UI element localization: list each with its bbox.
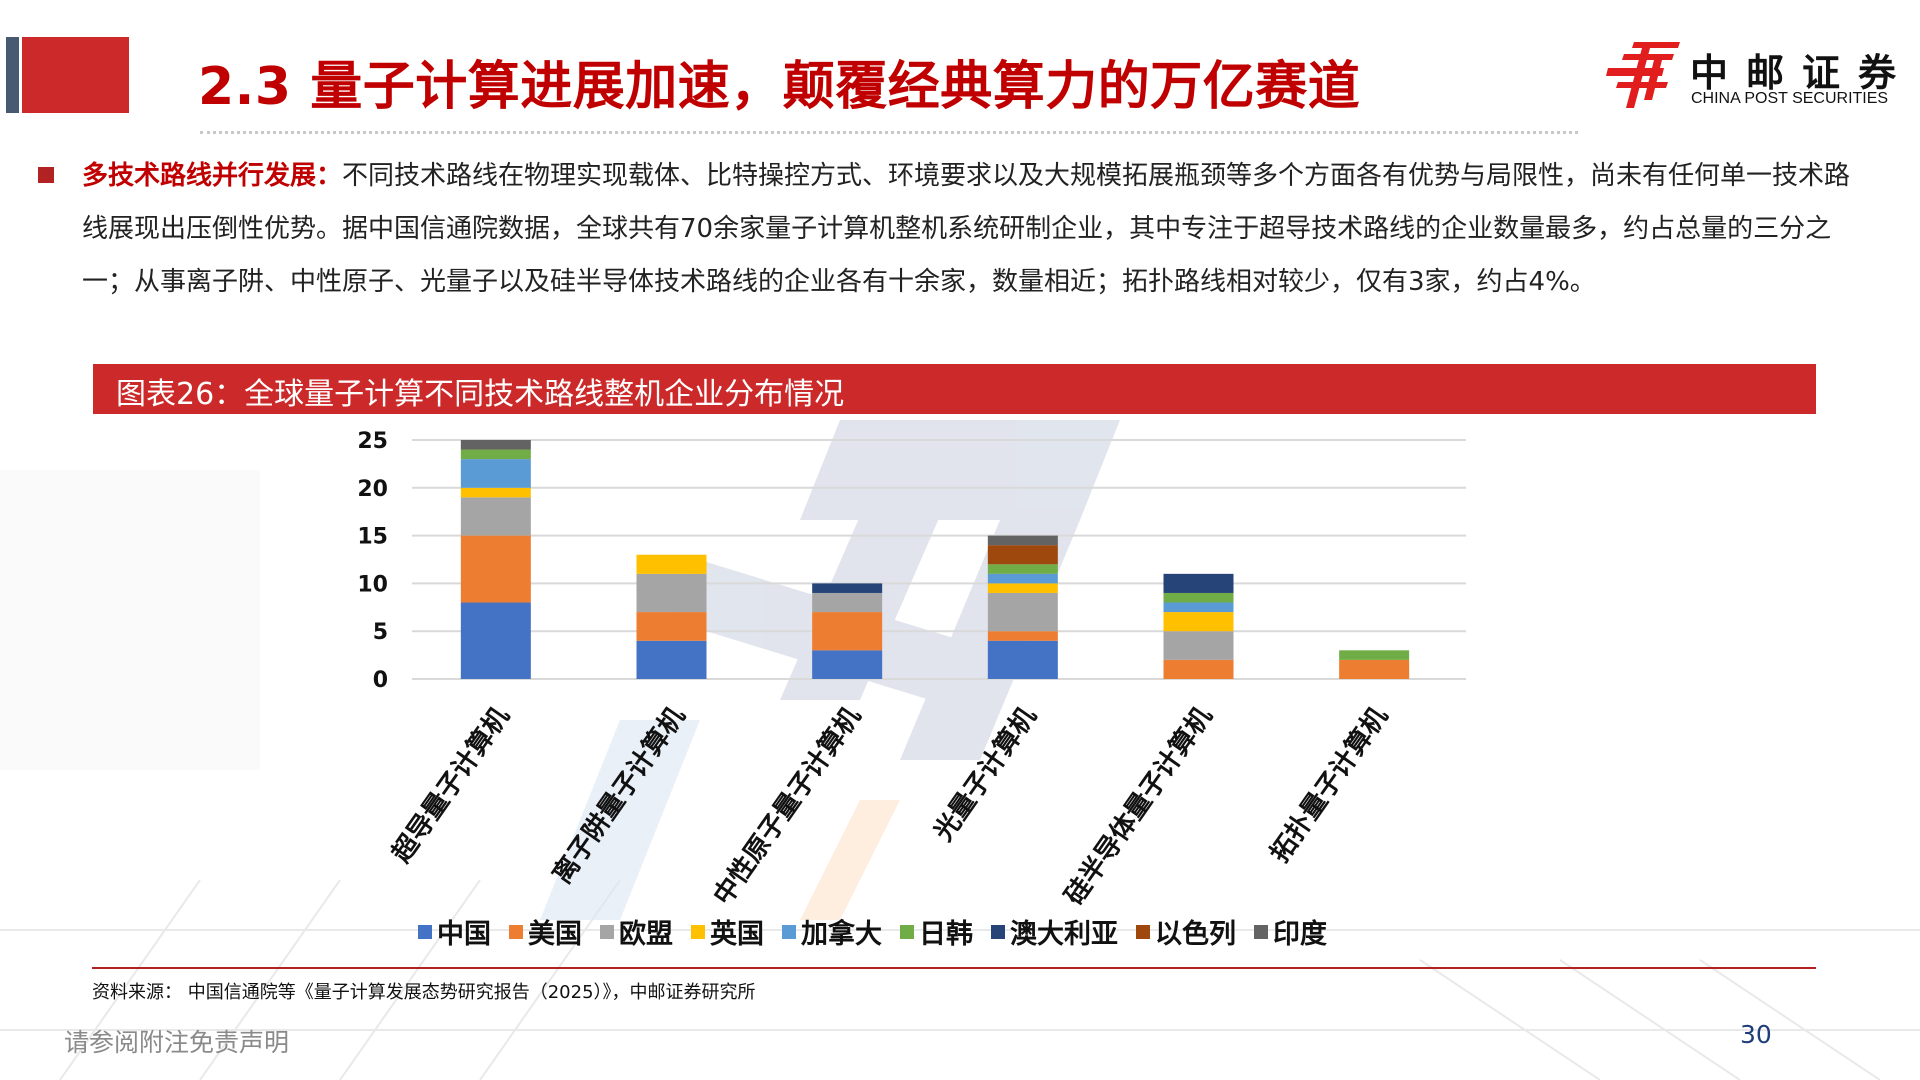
source-note: 资料来源： 中国信通院等《量子计算发展态势研究报告（2025）》，中邮证券研究所: [92, 982, 756, 1003]
logo-name-en: CHINA POST SECURITIES: [1691, 90, 1889, 107]
page-number: 30: [1740, 1020, 1772, 1049]
bar-segment: [460, 535, 531, 603]
bar-stack: [1339, 650, 1410, 679]
y-tick-label: 15: [357, 525, 388, 550]
bar-segment: [1163, 659, 1234, 679]
y-tick-label: 20: [357, 477, 388, 502]
china-post-logo-icon: [1606, 42, 1680, 108]
legend-item: 澳大利亚: [991, 912, 1118, 951]
bar-stack: [812, 583, 883, 679]
x-category-label: 拓扑量子计算机: [1264, 701, 1394, 868]
bar-segment: [1163, 592, 1234, 603]
header-accent-gray: [6, 37, 19, 113]
legend-label: 澳大利亚: [1010, 919, 1118, 950]
bar-segment: [987, 583, 1058, 593]
bar-segment: [460, 459, 531, 488]
legend-label: 英国: [710, 919, 764, 950]
legend-label: 以色列: [1155, 919, 1236, 950]
legend-label: 中国: [437, 919, 491, 950]
legend-swatch-icon: [991, 924, 1005, 939]
x-category-label: 中性原子量子计算机: [707, 701, 867, 910]
source-divider: [92, 967, 1816, 969]
bar-segment: [1339, 650, 1410, 660]
bullet-icon: [38, 167, 54, 183]
disclaimer-text: 请参阅附注免责声明: [64, 1028, 290, 1057]
bar-segment: [987, 640, 1058, 679]
bar-segment: [1163, 602, 1234, 613]
legend-swatch-icon: [1254, 924, 1268, 939]
header-accent-red: [22, 37, 129, 113]
legend-item: 以色列: [1136, 912, 1236, 951]
bar-segment: [1163, 612, 1234, 632]
figure-title: 图表26：全球量子计算不同技术路线整机企业分布情况: [116, 377, 845, 412]
legend-swatch-icon: [900, 924, 914, 939]
title-divider: [200, 131, 1578, 134]
legend-item: 印度: [1254, 912, 1327, 951]
legend-swatch-icon: [691, 924, 705, 939]
x-category-label: 光量子计算机: [927, 701, 1042, 847]
bar-segment: [636, 573, 707, 613]
legend-label: 日韩: [919, 919, 973, 950]
y-tick-label: 0: [373, 668, 388, 693]
bar-segment: [1163, 631, 1234, 660]
bar-segment: [812, 612, 883, 651]
y-tick-label: 25: [357, 429, 388, 454]
legend-swatch-icon: [509, 924, 523, 939]
legend-swatch-icon: [1136, 924, 1150, 939]
body-paragraph: 多技术路线并行发展：不同技术路线在物理实现载体、比特操控方式、环境要求以及大规模…: [82, 150, 1872, 309]
x-category-label: 硅半导体量子计算机: [1059, 701, 1219, 910]
legend-item: 欧盟: [600, 912, 673, 951]
bar-segment: [460, 487, 531, 498]
x-category-label: 离子阱量子计算机: [547, 701, 692, 889]
x-category-label: 超导量子计算机: [386, 701, 516, 868]
figure-title-bar: 图表26：全球量子计算不同技术路线整机企业分布情况: [93, 364, 1816, 414]
legend-swatch-icon: [600, 924, 614, 939]
bullet-lead: 多技术路线并行发展：: [82, 161, 343, 191]
bar-segment: [460, 497, 531, 536]
bar-stack: [987, 535, 1058, 679]
bar-segment: [460, 449, 531, 460]
bar-segment: [1339, 659, 1410, 679]
legend-label: 加拿大: [801, 919, 882, 950]
bar-segment: [636, 554, 707, 574]
bar-segment: [812, 650, 883, 679]
bar-segment: [987, 535, 1058, 546]
bar-segment: [812, 592, 883, 613]
bar-segment: [987, 631, 1058, 641]
bar-stack: [1163, 573, 1234, 679]
y-tick-label: 5: [373, 620, 388, 645]
bar-segment: [460, 440, 531, 450]
bar-segment: [460, 602, 531, 679]
bar-stack: [460, 440, 531, 679]
bar-segment: [987, 573, 1058, 584]
y-tick-label: 10: [357, 572, 388, 597]
bar-stack: [636, 554, 707, 679]
bar-segment: [636, 612, 707, 641]
chart-legend: 中国 美国 欧盟 英国 加拿大 日韩 澳大利亚 以色列 印度: [418, 912, 1327, 951]
legend-item: 美国: [509, 912, 582, 951]
bar-segment: [987, 545, 1058, 565]
legend-item: 日韩: [900, 912, 973, 951]
legend-swatch-icon: [418, 924, 432, 939]
bar-segment: [812, 583, 883, 593]
bar-segment: [987, 564, 1058, 574]
legend-item: 中国: [418, 912, 491, 951]
legend-item: 英国: [691, 912, 764, 951]
legend-label: 印度: [1273, 919, 1327, 950]
page-title: 2.3 量子计算进展加速，颠覆经典算力的万亿赛道: [198, 57, 1361, 117]
logo-name-cn: 中邮证券: [1690, 51, 1915, 95]
bar-segment: [987, 592, 1058, 632]
legend-label: 美国: [528, 919, 582, 950]
bar-segment: [1163, 573, 1234, 593]
legend-swatch-icon: [782, 924, 796, 939]
legend-item: 加拿大: [782, 912, 882, 951]
bullet-text: 不同技术路线在物理实现载体、比特操控方式、环境要求以及大规模拓展瓶颈等多个方面各…: [82, 161, 1851, 297]
bar-segment: [636, 640, 707, 679]
company-logo: 中邮证券 CHINA POST SECURITIES: [1604, 40, 1904, 112]
legend-label: 欧盟: [619, 919, 673, 950]
